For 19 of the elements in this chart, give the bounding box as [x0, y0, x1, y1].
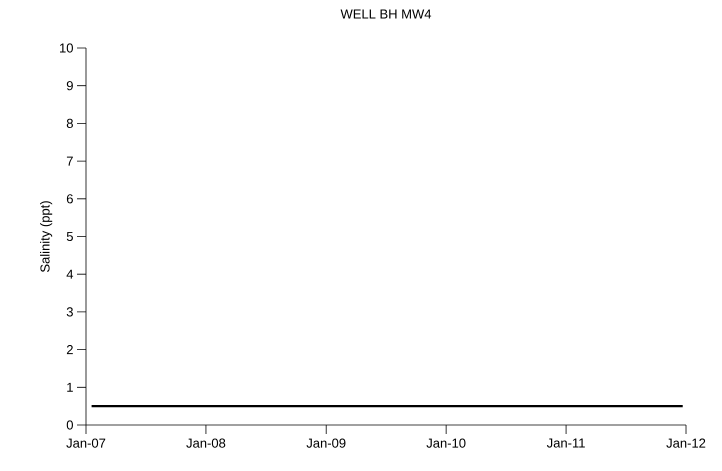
y-tick-label: 7 [66, 156, 73, 166]
y-tick-label: 9 [66, 81, 73, 90]
chart-title: WELL BH MW4 [340, 10, 432, 18]
y-tick-label: 2 [66, 345, 73, 354]
x-tick-label: Jan-09 [306, 438, 346, 448]
y-tick-label: 5 [66, 232, 73, 242]
x-tick-label: Jan-08 [186, 438, 226, 448]
x-tick-label: Jan-12 [666, 438, 706, 448]
x-tick-label: Jan-07 [66, 438, 106, 448]
x-tick-label: Jan-11 [546, 438, 585, 448]
y-tick-label: 6 [66, 194, 73, 204]
y-tick-label: 0 [66, 420, 73, 430]
y-axis-title: Salinity (ppt) [40, 201, 52, 272]
y-tick-label: 10 [60, 43, 73, 53]
y-tick-label: 4 [66, 270, 74, 279]
y-tick-label: 1 [67, 382, 73, 392]
x-tick-label: Jan-10 [426, 438, 466, 448]
y-tick-label: 8 [66, 118, 73, 128]
y-tick-label: 3 [66, 307, 73, 316]
